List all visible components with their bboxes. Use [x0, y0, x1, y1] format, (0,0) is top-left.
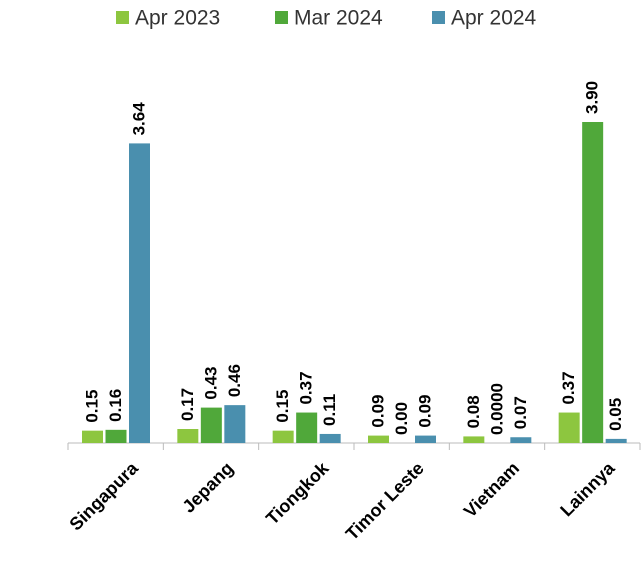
bar [272, 430, 294, 443]
value-label: 0.43 [201, 367, 220, 400]
bar [605, 438, 627, 443]
legend-label: Apr 2023 [135, 7, 220, 30]
bar [582, 122, 604, 443]
bar [319, 433, 341, 443]
x-tick-label: Vietnam [460, 458, 523, 521]
value-label: 0.07 [511, 396, 530, 429]
bar [224, 405, 246, 443]
bar [415, 435, 436, 443]
value-label: 0.15 [82, 390, 101, 423]
legend-swatch [116, 11, 129, 24]
bar [105, 429, 127, 443]
legend-swatch [432, 11, 445, 24]
x-tick-label: Timor Leste [342, 458, 428, 544]
bar [510, 437, 532, 443]
value-label: 0.11 [320, 394, 339, 426]
value-label: 0.16 [106, 389, 125, 422]
value-label: 0.46 [225, 364, 244, 397]
bar [129, 143, 150, 443]
value-label: 0.15 [273, 390, 292, 423]
x-tick-label: Lainnya [556, 457, 619, 520]
bar [558, 412, 580, 443]
value-label: 0.09 [415, 394, 434, 427]
bar [463, 436, 485, 443]
value-label: 3.90 [583, 81, 602, 114]
value-label: 0.0000 [487, 383, 506, 435]
value-label: 0.05 [606, 398, 625, 431]
bar [296, 412, 318, 443]
value-label: 0.17 [178, 388, 197, 421]
legend-swatch [275, 11, 288, 24]
bar [368, 435, 389, 443]
value-label: 0.08 [464, 395, 483, 428]
x-tick-label: Tiongkok [262, 457, 333, 528]
value-label: 3.64 [129, 102, 148, 136]
legend-label: Mar 2024 [294, 7, 383, 30]
legend-label: Apr 2024 [451, 7, 537, 30]
value-label: 0.37 [559, 371, 578, 404]
value-label: 0.37 [297, 371, 316, 404]
value-label: 0.09 [368, 394, 387, 427]
bar [177, 429, 199, 443]
value-label: 0.00 [392, 402, 411, 435]
x-tick-label: Jepang [178, 458, 237, 517]
x-tick-label: Singapura [65, 457, 142, 534]
bar [82, 430, 103, 443]
bar [200, 407, 222, 443]
